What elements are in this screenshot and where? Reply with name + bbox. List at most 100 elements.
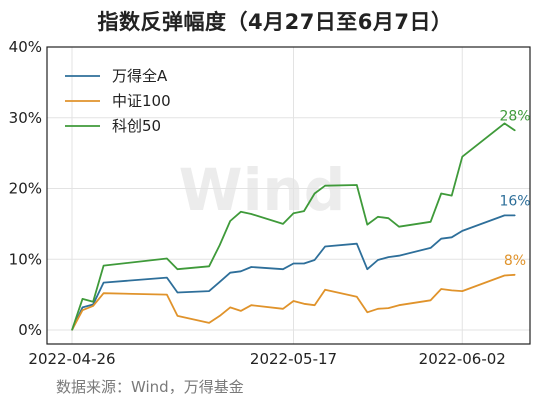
data-point: [81, 298, 84, 300]
data-point: [103, 265, 105, 267]
data-point: [303, 262, 305, 265]
data-point: [71, 329, 73, 331]
data-point: [514, 274, 516, 276]
data-point: [250, 266, 252, 268]
data-point: [451, 236, 453, 238]
data-point: [503, 122, 506, 124]
data-point: [366, 311, 368, 313]
data-point: [229, 220, 231, 222]
data-point: [166, 257, 168, 260]
data-point: [219, 281, 221, 283]
end-value-label: 16%: [499, 193, 530, 209]
data-point: [514, 214, 516, 216]
legend-label: 中证100: [112, 92, 171, 110]
data-point: [514, 129, 516, 132]
data-point: [81, 309, 84, 311]
data-point: [250, 304, 252, 306]
y-tick-label: 10%: [9, 250, 42, 268]
plot-frame: [46, 46, 531, 345]
data-point: [282, 223, 284, 225]
data-point: [451, 289, 453, 291]
data-point: [377, 216, 379, 218]
data-point: [356, 243, 358, 245]
chart-title: 指数反弹幅度（4月27日至6月7日）: [97, 10, 453, 34]
data-point: [387, 256, 389, 258]
data-point: [219, 315, 221, 317]
data-point: [430, 299, 432, 301]
legend-label: 万得全A: [112, 67, 168, 85]
data-point: [387, 307, 389, 309]
watermark: Wind: [179, 156, 346, 224]
data-point: [356, 184, 358, 186]
end-labels: 16% 8% 28%: [499, 108, 530, 268]
data-point: [503, 214, 506, 216]
data-point: [303, 210, 305, 212]
data-point: [92, 305, 94, 307]
data-point: [398, 226, 400, 228]
data-point: [440, 238, 442, 240]
data-point: [451, 195, 453, 197]
data-point: [377, 259, 379, 261]
data-point: [208, 290, 210, 292]
data-point: [387, 217, 389, 219]
data-point: [430, 221, 432, 223]
data-point: [208, 322, 210, 324]
data-point: [324, 185, 326, 187]
data-point: [398, 255, 400, 257]
data-point: [314, 304, 316, 306]
y-tick-label: 20%: [9, 180, 42, 198]
end-value-label: 8%: [504, 253, 526, 269]
x-tick-label: 2022-06-02: [419, 350, 506, 368]
data-point: [440, 192, 442, 195]
data-point: [103, 282, 105, 284]
data-point: [176, 268, 179, 270]
legend-label: 科创50: [112, 117, 161, 135]
y-tick-label: 40%: [9, 38, 42, 56]
data-point: [314, 192, 316, 195]
y-tick-label: 0%: [18, 321, 42, 339]
data-point: [461, 230, 463, 232]
data-point: [166, 294, 168, 296]
legend: 万得全A 中证100 科创50: [65, 67, 171, 135]
data-point: [176, 291, 179, 294]
data-point: [292, 262, 295, 265]
data-point: [92, 301, 94, 303]
data-point: [282, 308, 284, 310]
data-point: [324, 245, 326, 248]
source-note: 数据来源：Wind，万得基金: [56, 378, 244, 396]
data-point: [240, 211, 242, 213]
x-tick-label: 2022-04-26: [28, 350, 115, 368]
data-point: [292, 212, 295, 214]
data-point: [377, 308, 379, 310]
data-point: [229, 306, 231, 308]
data-point: [250, 213, 252, 215]
y-tick-label: 30%: [9, 109, 42, 127]
data-point: [503, 274, 506, 277]
data-point: [240, 270, 242, 272]
data-point: [229, 272, 231, 274]
x-tick-label: 2022-05-17: [250, 350, 337, 368]
data-point: [314, 259, 316, 261]
data-point: [461, 290, 463, 292]
data-point: [176, 315, 179, 317]
data-point: [366, 268, 368, 270]
data-point: [103, 292, 105, 294]
data-point: [430, 247, 432, 249]
end-value-label: 28%: [499, 108, 530, 124]
data-point: [398, 304, 400, 306]
data-point: [282, 268, 284, 270]
data-point: [324, 289, 326, 291]
data-point: [461, 156, 463, 158]
data-point: [292, 300, 295, 302]
data-point: [303, 303, 305, 305]
data-point: [356, 296, 358, 298]
data-point: [240, 310, 242, 312]
data-point: [366, 224, 368, 226]
wind-watermark: Wind: [179, 156, 346, 224]
axes: 0% 10% 20% 30% 40% 2022-04-26 2022-05-17 2022-0…: [9, 38, 531, 368]
data-point: [81, 306, 84, 308]
data-point: [440, 288, 442, 290]
data-point: [166, 277, 168, 279]
series-lines: [71, 122, 516, 331]
